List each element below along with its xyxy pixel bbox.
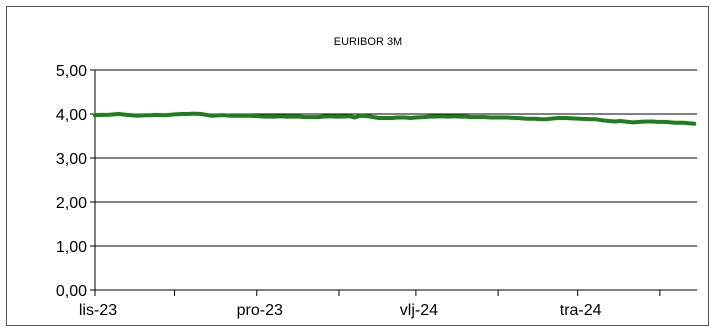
x-tick-labels: lis-23 pro-23 vlj-24 tra-24 [79, 302, 602, 319]
y-tick-labels: 0,00 1,00 2,00 3,00 4,00 5,00 [56, 63, 87, 300]
x-tick-label: pro-23 [237, 302, 283, 319]
y-tick-label: 1,00 [56, 239, 87, 256]
series-line [93, 111, 697, 126]
series-layer [93, 111, 697, 126]
chart-frame: EURIBOR 3M 0,00 1,00 2,00 3,00 4,00 5,00 lis-… [6, 6, 709, 326]
y-tick-label: 5,00 [56, 63, 87, 80]
y-tick-label: 0,00 [56, 283, 87, 300]
x-tick-label: lis-23 [79, 302, 117, 319]
y-tick-label: 2,00 [56, 195, 87, 212]
x-tick-label: vlj-24 [400, 302, 438, 319]
chart-title: EURIBOR 3M [334, 36, 402, 48]
y-tick-label: 3,00 [56, 151, 87, 168]
y-tick-label: 4,00 [56, 107, 87, 124]
axes [90, 69, 697, 296]
x-tick-label: tra-24 [560, 302, 602, 319]
line-chart: EURIBOR 3M 0,00 1,00 2,00 3,00 4,00 5,00 lis-… [56, 36, 697, 319]
gridlines [95, 69, 697, 247]
